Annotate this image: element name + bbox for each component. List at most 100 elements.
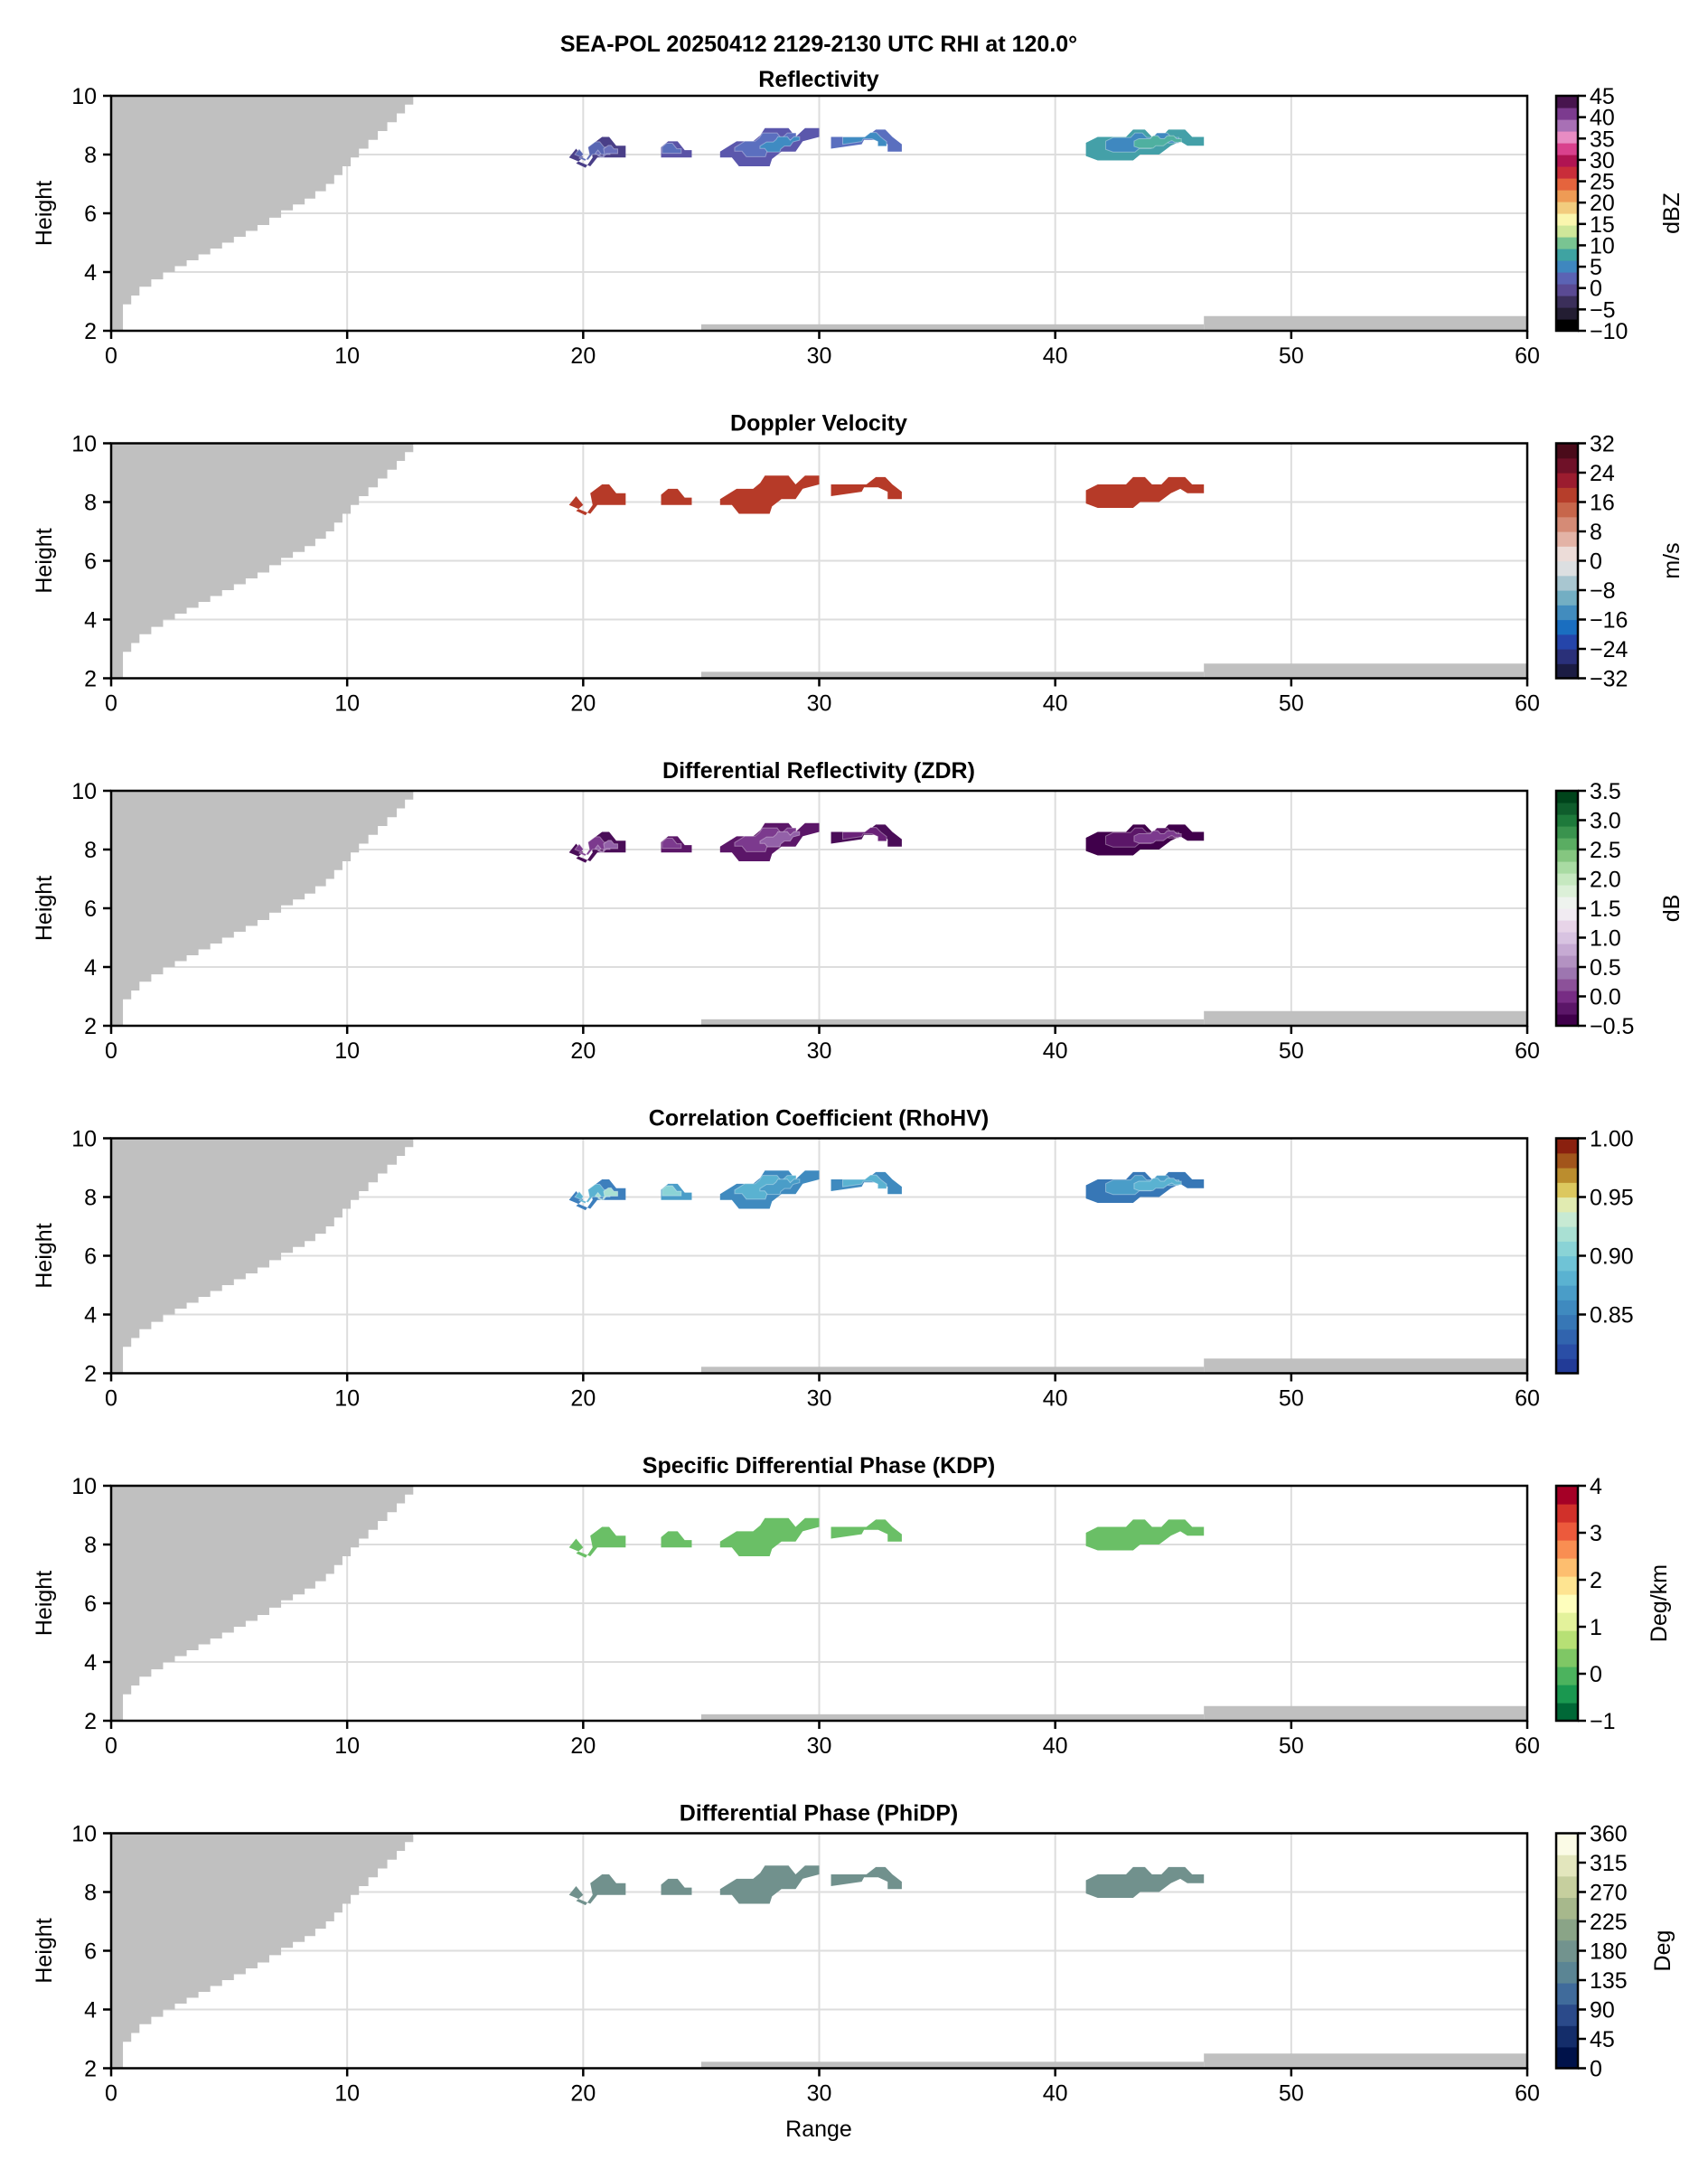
surface-mask (1204, 1358, 1527, 1374)
x-tick-label: 30 (807, 343, 832, 369)
colorbar-segment (1556, 885, 1578, 897)
y-tick-label: 6 (84, 1244, 97, 1270)
colorbar-segment (1556, 202, 1578, 214)
echo-cell-4 (831, 1519, 902, 1542)
blind-zone-mask (111, 1486, 414, 1721)
echo-cell-2 (661, 1531, 692, 1548)
y-tick-label: 6 (84, 897, 97, 922)
colorbar-segment (1556, 1630, 1578, 1649)
colorbar-tick-label: −1 (1590, 1709, 1616, 1734)
colorbar-tick-label: 135 (1590, 1968, 1628, 1994)
x-tick-label: 40 (1043, 1386, 1068, 1412)
x-tick-label: 20 (570, 691, 596, 717)
y-tick-label: 4 (84, 260, 97, 286)
x-tick-label: 50 (1279, 343, 1304, 369)
colorbar-units-label: Deg (1650, 1930, 1675, 1972)
x-tick-label: 60 (1515, 1386, 1540, 1412)
echo-cell-3 (719, 475, 820, 514)
colorbar-segment (1556, 166, 1578, 179)
echo-contour-cell-4 (842, 1174, 887, 1189)
y-tick-label: 2 (84, 1709, 97, 1734)
panel-phidp: Differential Phase (PhiDP)0 10 20 30 40 50 602… (32, 1801, 1675, 2107)
colorbar-segment (1556, 897, 1578, 909)
echo-cell-3 (719, 1517, 820, 1556)
colorbar-tick-label: 0.0 (1590, 985, 1621, 1010)
y-tick-label: 2 (84, 1014, 97, 1039)
echo-contour-cell-1 (574, 1183, 611, 1205)
echo-contour-cell-5 (1133, 830, 1182, 844)
colorbar-zdr: 3.5 3.0 2.5 2.0 1.5 1.0 0.5 0.0 −0.5 dB (1554, 779, 1685, 1039)
colorbar-tick-label: 0 (1590, 2057, 1602, 2082)
x-tick-label: 30 (807, 1733, 832, 1759)
echo-contour-cell-2 (662, 838, 682, 850)
surface-mask (700, 2061, 1205, 2069)
x-tick-label: 50 (1279, 691, 1304, 717)
colorbar-segment (1556, 1329, 1578, 1345)
echo-contour-cell-3 (759, 831, 801, 848)
colorbar-tick-label: 45 (1590, 2027, 1615, 2052)
colorbar-segment (1556, 814, 1578, 827)
colorbar-segment (1556, 1255, 1578, 1272)
y-axis-label: Height (32, 1571, 57, 1636)
echo-contour-cell-3 (759, 1178, 801, 1196)
colorbar-tick-label: 30 (1590, 148, 1615, 174)
colorbar-segment (1556, 838, 1578, 850)
colorbar-segment (1556, 590, 1578, 606)
y-tick-label: 4 (84, 1303, 97, 1329)
colorbar-segment (1556, 1002, 1578, 1015)
x-tick-label: 40 (1043, 1733, 1068, 1759)
colorbar-segment (1556, 1504, 1578, 1523)
y-tick-label: 6 (84, 1939, 97, 1965)
colorbar-tick-label: 0 (1590, 277, 1602, 302)
colorbar-segment (1556, 2004, 1578, 2026)
colorbar-segment (1556, 487, 1578, 503)
colorbar-tick-label: 360 (1590, 1822, 1628, 1847)
x-tick-label: 0 (105, 1386, 117, 1412)
colorbar-segment (1556, 1314, 1578, 1330)
colorbar-segment (1556, 531, 1578, 547)
colorbar-segment (1556, 284, 1578, 296)
colorbar-segment (1556, 1300, 1578, 1316)
colorbar-segment (1556, 619, 1578, 635)
echo-contour-cell-5 (1133, 135, 1182, 149)
colorbar-kdp: 4 3 2 1 0 −1 Deg/km (1554, 1474, 1672, 1734)
x-tick-label: 50 (1279, 1038, 1304, 1064)
x-tick-label: 30 (807, 2081, 832, 2107)
colorbar-segment (1556, 920, 1578, 933)
x-tick-label: 10 (334, 2081, 360, 2107)
y-tick-label: 4 (84, 1998, 97, 2023)
colorbar-tick-label: 16 (1590, 491, 1615, 516)
colorbar-segment (1556, 1522, 1578, 1541)
colorbar-segment (1556, 944, 1578, 956)
y-tick-label: 6 (84, 202, 97, 227)
colorbar-segment (1556, 213, 1578, 226)
echo-cell-1 (568, 1526, 626, 1558)
panel-title: Reflectivity (758, 67, 878, 92)
colorbar-segment (1556, 249, 1578, 261)
x-tick-label: 30 (807, 1038, 832, 1064)
colorbar-tick-label: 1.5 (1590, 897, 1621, 922)
y-tick-label: 10 (71, 779, 97, 804)
colorbar-segment (1556, 1919, 1578, 1941)
echo-cell-5 (1085, 476, 1205, 508)
colorbar-tick-label: 40 (1590, 106, 1615, 131)
surface-mask (700, 1366, 1205, 1374)
x-tick-label: 0 (105, 1038, 117, 1064)
colorbar-segment (1556, 979, 1578, 991)
echo-contour-cell-5 (1133, 1178, 1182, 1191)
surface-mask (1204, 663, 1527, 679)
colorbar-tick-label: 2 (1590, 1568, 1602, 1593)
x-tick-label: 50 (1279, 2081, 1304, 2107)
echo-contour-cell-2 (662, 1185, 682, 1197)
colorbar-segment (1556, 1197, 1578, 1213)
colorbar-tick-label: 3 (1590, 1521, 1602, 1546)
echo-cell-2 (661, 1878, 692, 1895)
y-tick-label: 8 (84, 1881, 97, 1906)
colorbar-segment (1556, 967, 1578, 980)
colorbar-tick-label: 24 (1590, 461, 1615, 486)
colorbar-tick-label: −8 (1590, 578, 1616, 604)
colorbar-tick-label: 1.00 (1590, 1127, 1634, 1152)
colorbar-tick-label: −5 (1590, 297, 1616, 323)
